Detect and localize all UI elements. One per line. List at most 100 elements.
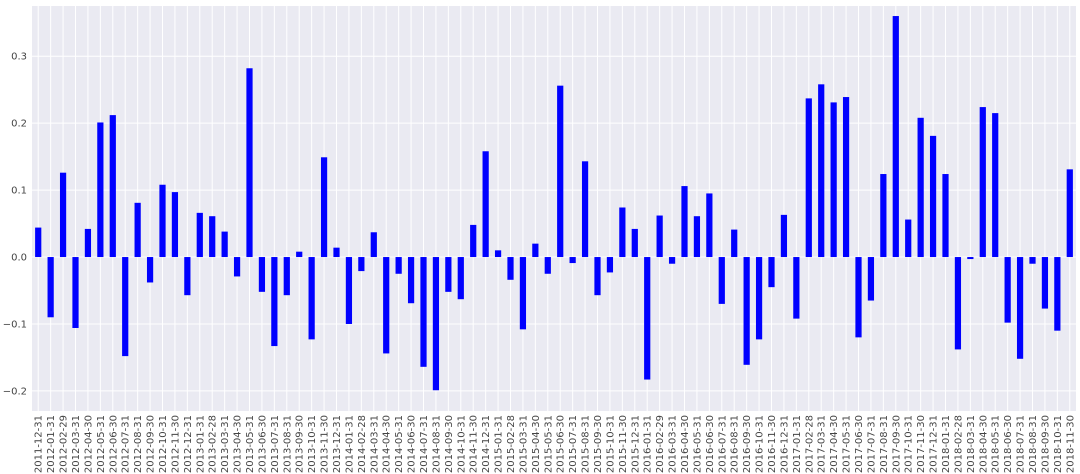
x-tick-label: 2015-02-28: [506, 415, 517, 473]
bar: [296, 251, 303, 258]
x-tick-label: 2016-12-31: [779, 415, 790, 473]
bar: [221, 231, 228, 258]
x-tick-label: 2014-09-30: [444, 415, 455, 473]
bar: [494, 250, 502, 258]
x-tick-label: 2012-10-31: [158, 415, 169, 473]
x-tick-label: 2017-08-31: [879, 415, 890, 473]
x-tick-label: 2013-06-30: [257, 415, 268, 473]
bar: [283, 257, 290, 296]
bar: [830, 102, 837, 258]
x-tick-label: 2015-12-31: [630, 415, 641, 473]
bar: [755, 257, 763, 340]
bar: [867, 257, 875, 301]
bar: [59, 172, 67, 258]
bar: [917, 117, 924, 258]
bar: [992, 113, 999, 258]
x-tick-label: 2018-06-30: [1003, 415, 1014, 473]
bar: [470, 224, 477, 258]
bar: [109, 115, 116, 258]
bar: [842, 97, 850, 258]
bar: [1066, 169, 1073, 258]
bar: [420, 257, 427, 367]
x-tick-label: 2013-12-31: [332, 415, 343, 473]
bar: [805, 98, 812, 258]
bar: [47, 257, 54, 318]
bar: [743, 257, 750, 365]
y-tick-label: 0.2: [11, 119, 27, 130]
y-tick-label: 0.1: [11, 186, 27, 197]
y-tick-label: 0.0: [11, 253, 27, 264]
x-tick-label: 2015-03-31: [518, 415, 529, 473]
bar: [880, 174, 887, 258]
x-tick-label: 2012-11-30: [170, 415, 181, 473]
x-tick-label: 2011-12-31: [34, 415, 45, 473]
x-tick-label: 2013-08-31: [282, 415, 293, 473]
bar: [905, 219, 912, 258]
bar: [1054, 257, 1061, 331]
x-tick-label: 2017-02-28: [804, 415, 815, 473]
x-tick-label: 2018-10-31: [1053, 415, 1064, 473]
x-tick-label: 2012-08-31: [133, 415, 144, 473]
bar: [370, 232, 377, 258]
x-tick-label: 2012-12-31: [183, 415, 194, 473]
x-tick-label: 2013-10-31: [307, 415, 318, 473]
bar: [929, 135, 937, 258]
x-tick-label: 2015-08-31: [581, 415, 592, 473]
bar: [681, 186, 688, 258]
bar: [308, 257, 315, 340]
bar: [345, 257, 353, 324]
bar: [557, 85, 564, 258]
bar: [594, 257, 601, 296]
bar: [1041, 257, 1049, 309]
bars: [35, 16, 1073, 391]
x-tick-label: 2012-04-30: [83, 415, 94, 473]
x-tick-label: 2015-06-30: [556, 415, 567, 473]
bar: [1016, 257, 1024, 359]
x-tick-label: 2012-06-30: [108, 415, 119, 473]
bar: [668, 257, 676, 264]
x-tick-label: 2016-06-30: [705, 415, 716, 473]
plot-background: [32, 6, 1076, 411]
x-tick-label: 2013-01-31: [195, 415, 206, 473]
x-tick-label: 2018-01-31: [941, 415, 952, 473]
x-tick-label: 2013-09-30: [295, 415, 306, 473]
y-axis-ticks: −0.2 −0.1 0.0 0.1 0.2 0.3: [3, 52, 27, 398]
x-tick-label: 2014-03-31: [369, 415, 380, 473]
bar: [519, 257, 527, 330]
x-tick-label: 2016-01-31: [643, 415, 654, 473]
x-tick-label: 2014-12-31: [481, 415, 492, 473]
bar: [507, 257, 514, 280]
x-tick-label: 2017-05-31: [842, 415, 853, 473]
x-tick-label: 2016-08-31: [730, 415, 741, 473]
bar: [184, 257, 191, 296]
x-tick-label: 2012-05-31: [96, 415, 107, 473]
x-axis-ticks: 2011-12-31 2012-01-31 2012-02-29 2012-03-31…: [34, 415, 1077, 473]
x-tick-label: 2016-11-30: [767, 415, 778, 473]
bar: [967, 257, 974, 260]
bar: [731, 229, 738, 258]
bar: [793, 257, 800, 319]
bar: [1004, 257, 1011, 323]
x-tick-label: 2014-02-28: [357, 415, 368, 473]
bar: [818, 84, 825, 258]
x-tick-label: 2013-11-30: [320, 415, 331, 473]
x-tick-label: 2012-01-31: [46, 415, 57, 473]
bar: [482, 151, 489, 258]
bar: [383, 257, 390, 354]
x-tick-label: 2012-09-30: [146, 415, 157, 473]
x-tick-label: 2013-05-31: [245, 415, 256, 473]
x-tick-label: 2017-09-30: [891, 415, 902, 473]
x-tick-label: 2015-04-30: [531, 415, 542, 473]
x-tick-label: 2014-01-31: [344, 415, 355, 473]
bar: [606, 257, 614, 273]
bar: [954, 257, 962, 350]
bar: [122, 257, 129, 357]
x-tick-label: 2018-08-31: [1028, 415, 1039, 473]
y-tick-label: 0.3: [11, 52, 27, 63]
x-tick-label: 2013-02-28: [208, 415, 219, 473]
bar: [768, 257, 775, 288]
bar: [631, 228, 638, 258]
bar: [1029, 257, 1036, 264]
x-tick-label: 2017-03-31: [817, 415, 828, 473]
bar: [196, 212, 203, 258]
